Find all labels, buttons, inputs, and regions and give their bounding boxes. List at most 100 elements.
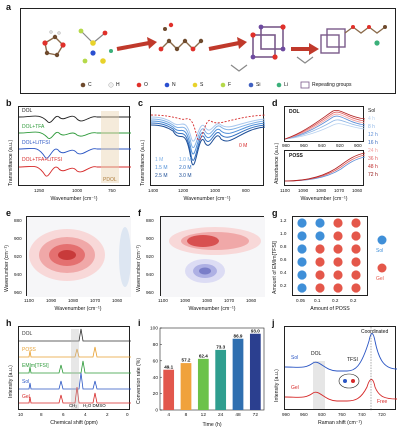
g-sol-dot	[297, 283, 307, 293]
h-xtick-1: 10	[18, 412, 24, 417]
panel-label-a: a	[6, 2, 12, 12]
g-sol-dot	[297, 218, 307, 228]
h-legend-poss: POSS	[22, 347, 36, 353]
f-xtick-2: 1090	[180, 298, 191, 303]
g-xtick-4: 0.2	[350, 298, 357, 303]
f-xtick-4: 1070	[224, 298, 235, 303]
g-sol-dot	[297, 231, 307, 241]
i-bar	[163, 369, 175, 410]
i-xlabel: Time (h)	[202, 422, 222, 428]
open-chain	[158, 22, 204, 52]
h-legend-dol: DOL	[22, 331, 33, 337]
i-bar-value-label: 62.4	[199, 353, 208, 358]
polymerization-schematic	[42, 22, 387, 89]
i-bar	[197, 358, 209, 410]
d-bot-xtick-1: 1100	[280, 188, 290, 193]
d-leg-0: Sol	[368, 108, 376, 114]
panel-label-g: g	[272, 208, 278, 218]
g-gel-dot	[315, 257, 325, 267]
g-dot-grid	[297, 218, 361, 293]
e-xtick-2: 1090	[46, 298, 57, 303]
dol-molecule	[42, 30, 66, 58]
i-bar-value-label: 86.9	[234, 333, 243, 338]
h-xtick-6: 0	[126, 412, 129, 417]
j-plot: Sol Gel DOL TFSI Coordinated Free	[284, 326, 398, 411]
i-bar	[180, 363, 192, 410]
i-bar-value-label: 93.0	[251, 328, 260, 333]
panel-h: h Intensity (a.u.) DOL POSS EMIm[TFSI] S…	[0, 318, 134, 432]
b-line-litfsi	[18, 147, 131, 159]
g-gel-dot	[333, 270, 343, 280]
b-line-all	[18, 165, 131, 177]
f-ytick-4: 940	[146, 272, 154, 277]
c-ylabel: Transmittance (a.u.)	[140, 139, 146, 186]
i-ytick-label: 0	[155, 408, 158, 414]
i-bar	[232, 338, 244, 410]
c-legend-2: 1.0 M	[179, 157, 192, 163]
d-leg-8: 72 h	[368, 172, 378, 178]
g-ytick-5: 0.4	[280, 270, 287, 275]
g-gel-dot	[333, 257, 343, 267]
d-bot-xtick-4: 1070	[334, 188, 345, 193]
h-xtick-4: 4	[84, 412, 87, 417]
panel-j: j Intensity (a.u.) Sol Gel DOL TFSI Coor…	[268, 318, 400, 432]
d-plot-top: DOL	[284, 106, 366, 142]
g-gel-dot	[351, 270, 361, 280]
i-xtick-label: 72	[253, 412, 259, 418]
panel-label-h: h	[6, 318, 12, 328]
g-ylabel: Amount of EMIm[TFSI]	[272, 241, 278, 294]
h-xtick-3: 6	[62, 412, 65, 417]
g-gel-dot	[351, 231, 361, 241]
c-xtick-2: 1200	[178, 188, 189, 193]
i-xtick-label: 4	[167, 412, 170, 418]
g-ytick-2: 1.0	[280, 231, 287, 236]
f-xtick-3: 1080	[202, 298, 213, 303]
d-leg-7: 48 h	[368, 164, 378, 170]
b-ylabel: Transmittance (a.u.)	[8, 139, 14, 186]
b-legend-dol: DOL	[22, 108, 33, 114]
g-gel-dot	[351, 257, 361, 267]
i-plot-frame	[159, 327, 265, 411]
d-top-xtick-4: 920	[336, 143, 344, 148]
panel-label-b: b	[6, 98, 12, 108]
e-plot	[26, 216, 131, 297]
c-plot: 1 M 1.0 M 1.5 M 2.0 M 2.5 M 3.0 M 0 M	[150, 106, 266, 186]
d-top-xtick-5: 900	[354, 143, 362, 148]
h-legend-gel: Gel	[22, 394, 30, 400]
b-line-dol	[18, 115, 131, 123]
schematic-box: C H O N S F Si Li Repeating groups	[20, 8, 396, 94]
g-gel-dot	[351, 218, 361, 228]
i-bar	[249, 333, 261, 410]
i-xtick-label: 24	[218, 412, 224, 418]
e-ytick-5: 960	[14, 290, 22, 295]
g-ytick-3: 0.8	[280, 244, 287, 249]
f-ytick-3: 920	[146, 254, 154, 259]
d-bottom-title: POSS	[289, 153, 303, 159]
d-bot-xtick-2: 1090	[298, 188, 309, 193]
i-bar	[215, 349, 227, 410]
g-xtick-1: 0.05	[296, 298, 305, 303]
c-xtick-4: 800	[242, 188, 250, 193]
i-bar-value-label: 49.1	[164, 364, 173, 369]
i-xtick-label: 12	[201, 412, 207, 418]
g-legend-markers	[377, 235, 387, 273]
panel-label-c: c	[138, 98, 144, 108]
f-plot	[160, 216, 265, 297]
i-xtick-label: 8	[185, 412, 188, 418]
g-ytick-4: 0.6	[280, 257, 287, 262]
legend-f: F	[228, 82, 232, 88]
e-xtick-1: 1100	[24, 298, 34, 303]
f-xlabel: Wavenumber (cm⁻¹)	[188, 306, 236, 312]
panel-label-j: j	[272, 318, 275, 328]
d-leg-5: 24 h	[368, 148, 378, 154]
panel-a: a	[0, 0, 400, 96]
g-gel-dot	[333, 244, 343, 254]
d-top-xtick-2: 960	[300, 143, 308, 148]
g-gel-dot	[333, 218, 343, 228]
i-ytick-label: 40	[153, 375, 159, 381]
c-xlabel: Wavenumber (cm⁻¹)	[183, 196, 231, 202]
poss-cage	[230, 24, 286, 72]
e-xlabel: Wavenumber (cm⁻¹)	[54, 306, 102, 312]
b-plot: DOL DOL+TFA DOL+LiTFSI DOL+TFA+LiTFSI PD…	[18, 106, 131, 186]
f-ytick-2: 900	[146, 236, 154, 241]
